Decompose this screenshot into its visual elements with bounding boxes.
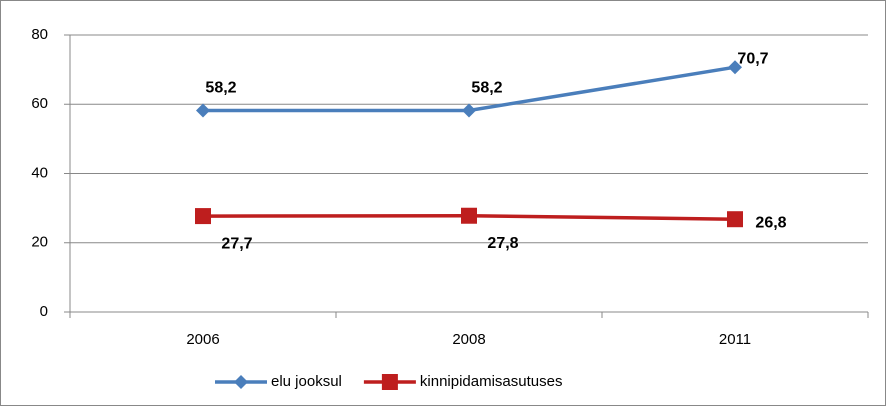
marker <box>461 207 477 224</box>
legend-label: kinnipidamisasutuses <box>420 373 563 390</box>
value-label: 70,7 <box>737 50 768 67</box>
marker <box>196 103 210 118</box>
value-label: 27,7 <box>221 235 252 252</box>
x-tick-label: 2008 <box>452 331 485 348</box>
y-tick-label: 60 <box>31 95 48 112</box>
y-tick-label: 20 <box>31 234 48 251</box>
y-tick-label: 80 <box>31 26 48 43</box>
value-label: 26,8 <box>755 214 786 231</box>
y-tick-label: 40 <box>31 164 48 181</box>
y-tick-label: 0 <box>40 303 48 320</box>
x-tick-label: 2006 <box>186 331 219 348</box>
value-label: 27,8 <box>487 235 518 252</box>
marker <box>728 60 742 75</box>
marker <box>727 211 743 228</box>
value-label: 58,2 <box>471 80 502 97</box>
legend-label: elu jooksul <box>271 373 342 390</box>
legend-marker <box>234 375 248 389</box>
marker <box>462 103 476 118</box>
value-label: 58,2 <box>205 80 236 97</box>
marker <box>195 208 211 225</box>
legend-marker <box>381 374 398 390</box>
x-tick-label: 2011 <box>719 331 751 348</box>
